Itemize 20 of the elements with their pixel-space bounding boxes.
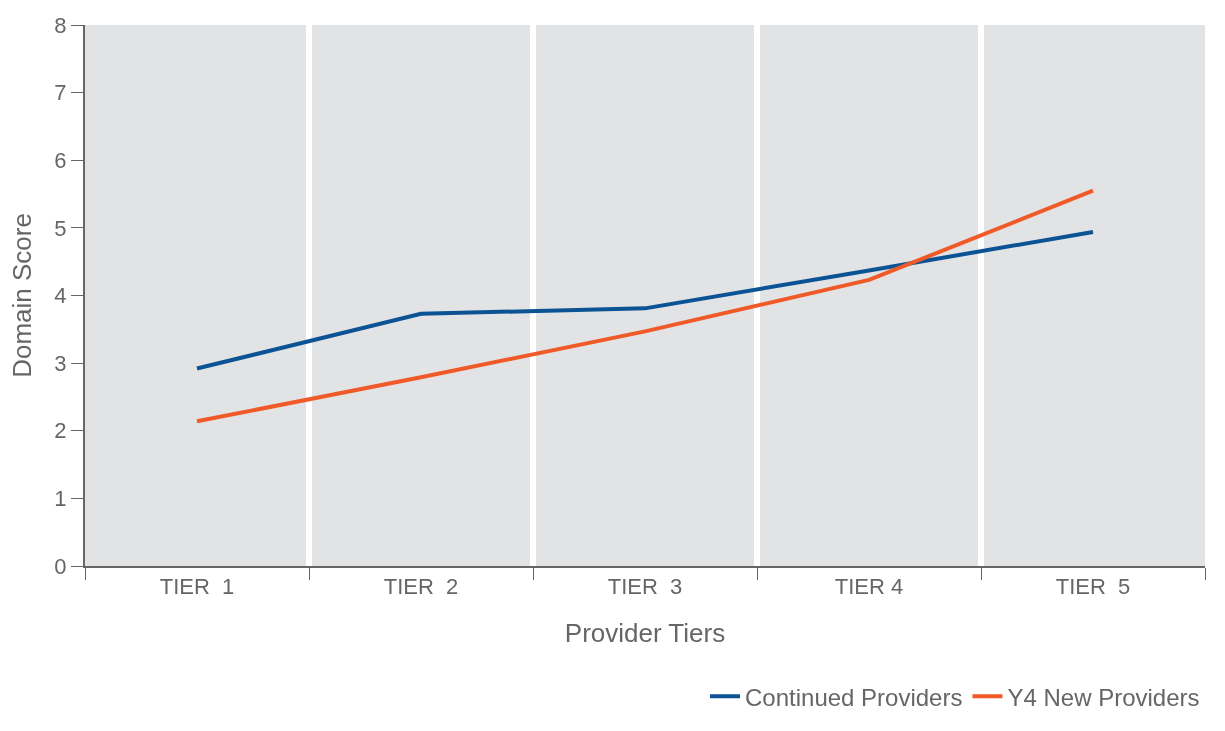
x-tick-label: TIER 5 [1055, 574, 1131, 600]
y-tick-label: 7 [54, 80, 67, 106]
x-tick-label: TIER 2 [383, 574, 459, 600]
x-tick-label: TIER 4 [834, 574, 904, 600]
y-tick-label: 5 [54, 215, 67, 241]
legend-label: Y4 New Providers [1007, 683, 1200, 711]
y-tick-label: 6 [54, 147, 67, 173]
y-tick-label: 0 [54, 553, 67, 579]
y-tick-label: 1 [54, 486, 67, 512]
y-tick-label: 4 [54, 283, 67, 309]
line-series [195, 229, 1095, 371]
y-tick-label: 2 [54, 418, 67, 444]
x-tick-label: TIER 3 [607, 574, 683, 600]
y-tick-label: 3 [54, 350, 67, 376]
line-series [195, 188, 1095, 424]
y-axis-title: Domain Score [7, 213, 38, 378]
x-axis-title: Provider Tiers [564, 617, 726, 648]
y-tick-label: 8 [54, 12, 67, 38]
x-tick-label: TIER 1 [159, 574, 235, 600]
legend-label: Continued Providers [745, 683, 963, 711]
